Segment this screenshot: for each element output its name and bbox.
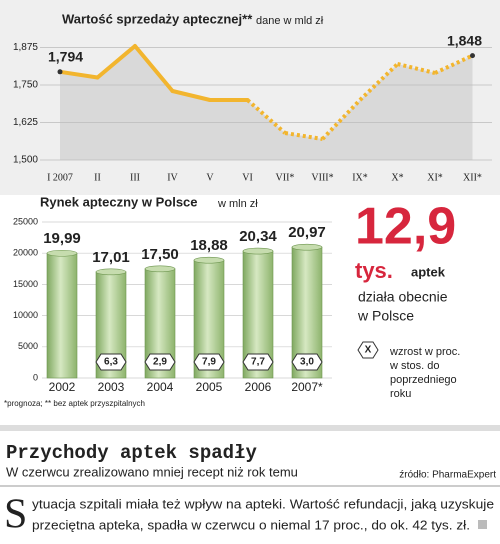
growth-badge (144, 353, 176, 371)
bar-cap (144, 265, 176, 273)
article-title: Przychody aptek spadły (6, 442, 257, 464)
end-mark (478, 520, 487, 529)
y-tick-label: 25000 (13, 216, 38, 226)
value-label: 1,848 (447, 32, 482, 48)
legend-line: wzrost w proc. (389, 346, 460, 358)
growth-label: 6,3 (104, 357, 118, 368)
big-noun: aptek (411, 264, 446, 279)
article-subtitle: W czerwcu zrealizowano mniej recept niż … (6, 464, 298, 479)
y-tick-label: 5000 (18, 341, 38, 351)
value-label: 1,794 (48, 49, 83, 65)
bar-cap (46, 249, 78, 257)
line-segment (246, 98, 287, 135)
x-tick-label: VI (242, 172, 253, 183)
legend-line: roku (390, 388, 411, 400)
drop-cap: S (4, 492, 27, 538)
x-tick-label: XII* (463, 172, 482, 183)
article-line: ytuacja szpitali miała też wpływ na apte… (32, 496, 494, 511)
x-tick-label: VII* (276, 172, 295, 183)
point (57, 69, 63, 75)
bar-cap (95, 268, 127, 276)
growth-badge (291, 353, 323, 371)
growth-badge (95, 353, 127, 371)
value-label: 18,88 (190, 237, 228, 254)
x-tick-label: 2003 (98, 380, 125, 394)
separator (0, 425, 500, 431)
x-tick-label: 2006 (245, 380, 272, 394)
x-tick-label: II (94, 172, 101, 183)
x-tick-label: IX* (352, 172, 368, 183)
chart-title: Wartość sprzedaży aptecznej** (62, 11, 253, 26)
chart-title: Rynek apteczny w Polsce (40, 194, 198, 209)
x-tick-label: 2007* (291, 380, 323, 394)
footnote: *prognoza; ** bez aptek przyszpitalnych (4, 399, 145, 408)
value-label: 20,97 (288, 224, 326, 241)
y-tick-label: 1,750 (13, 80, 38, 91)
article-line: przeciętna apteka, spadła w czerwcu o ni… (32, 517, 470, 532)
line-segment (95, 44, 137, 80)
value-label: 20,34 (239, 228, 277, 245)
x-tick-label: IV (167, 172, 178, 183)
legend-line: poprzedniego (390, 374, 457, 386)
info-line: działa obecnie (358, 289, 448, 305)
x-tick-label: 2002 (49, 380, 76, 394)
line-segment (434, 53, 474, 75)
big-unit: tys. (355, 258, 393, 283)
y-tick-label: 15000 (13, 279, 38, 289)
growth-label: 7,9 (202, 357, 216, 368)
y-tick-label: 0 (33, 372, 38, 382)
y-tick-label: 10000 (13, 310, 38, 320)
value-label: 19,99 (43, 230, 81, 247)
legend-badge (357, 341, 379, 359)
line-segment (397, 62, 436, 75)
source: źródło: PharmaExpert (399, 470, 496, 481)
value-label: 17,50 (141, 246, 179, 263)
y-tick-label: 20000 (13, 248, 38, 258)
line-segment (58, 69, 100, 80)
info-line: w Polsce (357, 308, 414, 324)
value-label: 17,01 (92, 249, 130, 266)
x-tick-label: VIII* (311, 172, 333, 183)
legend-badge-label: X (365, 345, 372, 356)
growth-label: 7,7 (251, 357, 265, 368)
y-tick-label: 1,500 (13, 155, 38, 166)
bar-cap (242, 247, 274, 255)
line-segment (358, 62, 399, 102)
x-tick-label: 2005 (196, 380, 223, 394)
line-segment (133, 44, 175, 93)
bar-cap (193, 256, 225, 264)
y-tick-label: 1,875 (13, 42, 38, 53)
y-tick-label: 1,625 (13, 117, 38, 128)
growth-label: 3,0 (300, 357, 314, 368)
x-tick-label: I 2007 (47, 172, 73, 183)
legend-line: w stos. do (389, 360, 440, 372)
bar (46, 252, 78, 379)
x-tick-label: V (206, 172, 214, 183)
chart-subtitle: w mln zł (217, 198, 258, 210)
x-tick-label: XI* (427, 172, 443, 183)
point (470, 53, 475, 59)
line-segment (170, 89, 212, 102)
big-number: 12,9 (355, 198, 456, 256)
growth-badge (193, 353, 225, 371)
bar-cap (291, 243, 323, 251)
growth-label: 2,9 (153, 357, 167, 368)
line-segment (284, 131, 323, 141)
chart-subtitle: dane w mld zł (256, 15, 324, 27)
x-tick-label: 2004 (147, 380, 174, 394)
growth-badge (242, 353, 274, 371)
x-tick-label: III (130, 172, 140, 183)
x-tick-label: X* (391, 172, 403, 183)
area (60, 46, 473, 160)
